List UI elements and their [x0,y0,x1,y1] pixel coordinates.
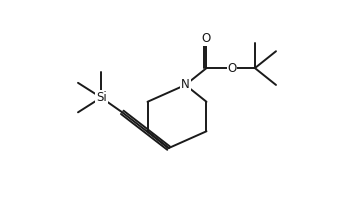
Text: O: O [202,32,211,45]
Text: N: N [181,78,190,91]
Text: Si: Si [96,91,107,104]
Text: O: O [227,62,236,75]
